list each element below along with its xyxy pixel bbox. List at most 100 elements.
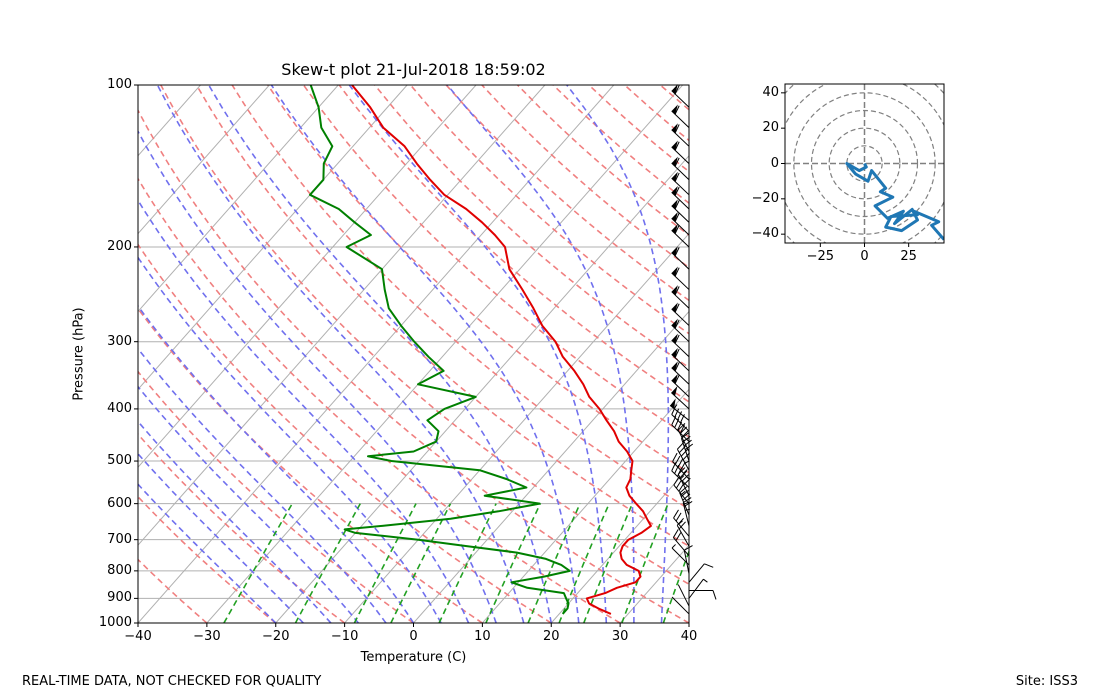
skewt-plot-area bbox=[138, 85, 689, 623]
temperature-profile bbox=[351, 85, 652, 615]
wind-barb bbox=[671, 185, 690, 210]
x-tick-label: −20 bbox=[262, 629, 290, 644]
wind-barb bbox=[673, 476, 690, 504]
dry-adiabat bbox=[231, 85, 689, 510]
chart-title: Skew-t plot 21-Jul-2018 18:59:02 bbox=[281, 60, 546, 79]
isotherm-line bbox=[138, 85, 408, 391]
wind-barb bbox=[671, 285, 690, 309]
wind-barb bbox=[671, 156, 690, 181]
moist-adiabat bbox=[270, 85, 580, 623]
moist-adiabat bbox=[138, 483, 277, 623]
x-tick-label: 30 bbox=[611, 629, 629, 644]
wind-barb bbox=[671, 140, 690, 164]
x-tick-label: −30 bbox=[193, 629, 221, 644]
hodograph-x-tick-label: 0 bbox=[860, 249, 869, 264]
wind-barb bbox=[677, 584, 690, 607]
x-tick-label: 20 bbox=[542, 629, 560, 644]
x-tick-label: 0 bbox=[409, 629, 418, 644]
wind-barb bbox=[688, 578, 708, 599]
x-tick-label: −40 bbox=[124, 629, 152, 644]
mixing-ratio-lines bbox=[223, 503, 689, 623]
wind-barb bbox=[689, 589, 717, 600]
mixing-ratio-line bbox=[485, 503, 541, 623]
isotherm-line bbox=[138, 85, 615, 623]
wind-barb bbox=[671, 171, 690, 196]
dry-adiabat bbox=[160, 85, 689, 586]
wind-barb bbox=[671, 123, 690, 147]
dry-adiabat bbox=[338, 85, 689, 403]
dewpoint-profile bbox=[309, 85, 571, 615]
y-tick-label: 500 bbox=[107, 453, 132, 469]
skewt-tick-marks bbox=[134, 84, 690, 627]
isotherm-line bbox=[138, 85, 270, 235]
dry-adiabat bbox=[409, 85, 689, 335]
isotherm-line bbox=[550, 466, 689, 623]
wind-barb bbox=[671, 361, 690, 385]
wind-barb bbox=[671, 211, 690, 236]
x-axis-label: Temperature (C) bbox=[360, 650, 467, 665]
hodograph-y-tick-label: −40 bbox=[751, 226, 779, 242]
isotherm-line bbox=[482, 388, 689, 623]
hodograph-ring bbox=[793, 92, 936, 235]
isotherm-line bbox=[344, 232, 689, 623]
dry-adiabats bbox=[138, 85, 689, 623]
x-tick-label: −10 bbox=[330, 629, 359, 644]
hodograph-y-tick-label: −20 bbox=[751, 190, 779, 206]
mixing-ratio-line bbox=[558, 503, 610, 623]
wind-barb bbox=[671, 596, 690, 615]
moist-adiabat bbox=[138, 129, 497, 623]
y-tick-label: 300 bbox=[107, 333, 132, 349]
hodograph-rings bbox=[785, 84, 944, 243]
wind-barb bbox=[671, 223, 690, 248]
dry-adiabat bbox=[302, 85, 689, 438]
moist-adiabat bbox=[138, 420, 332, 623]
wind-barb bbox=[671, 199, 690, 223]
isotherm-line bbox=[138, 85, 546, 546]
moist-adiabat bbox=[566, 85, 670, 623]
site-label: Site: ISS3 bbox=[1015, 674, 1078, 689]
hodograph-ring bbox=[810, 109, 919, 218]
hodograph-wind-trace bbox=[845, 162, 944, 241]
hodograph-x-tick-label: −25 bbox=[806, 249, 835, 264]
dry-adiabat bbox=[138, 177, 621, 623]
y-tick-label: 900 bbox=[107, 590, 132, 606]
moist-adiabat bbox=[138, 452, 304, 623]
mixing-ratio-line bbox=[527, 503, 581, 623]
wind-barb bbox=[669, 398, 690, 421]
y-tick-label: 800 bbox=[107, 562, 132, 578]
hodograph-y-tick-label: 20 bbox=[762, 120, 779, 136]
x-tick-label: 40 bbox=[680, 629, 698, 644]
moist-adiabat bbox=[138, 385, 360, 623]
mixing-ratio-line bbox=[662, 549, 689, 623]
wind-barb bbox=[671, 266, 690, 290]
mixing-ratio-line bbox=[438, 503, 497, 623]
hodograph-ring bbox=[828, 127, 901, 200]
moist-adiabat bbox=[156, 85, 525, 623]
y-tick-label: 600 bbox=[107, 495, 132, 511]
isotherm-line bbox=[0, 85, 63, 623]
wind-barb bbox=[671, 347, 690, 372]
wind-barb bbox=[671, 246, 690, 270]
hodograph bbox=[781, 83, 945, 247]
wind-barb bbox=[672, 452, 690, 480]
wind-barb bbox=[671, 373, 690, 398]
dry-adiabat bbox=[138, 370, 414, 623]
hodograph-ring bbox=[846, 145, 883, 182]
data-quality-notice: REAL-TIME DATA, NOT CHECKED FOR QUALITY bbox=[22, 674, 322, 689]
isotherm-line bbox=[206, 85, 684, 623]
moist-adiabat bbox=[348, 85, 608, 623]
hodograph-x-tick-label: 25 bbox=[900, 249, 917, 264]
dry-adiabat bbox=[445, 85, 689, 302]
wind-barbs bbox=[669, 84, 717, 615]
isotherm-line bbox=[138, 85, 477, 468]
dry-adiabat bbox=[374, 85, 689, 369]
wind-barb bbox=[671, 84, 690, 108]
moist-adiabats bbox=[138, 85, 670, 623]
y-tick-label: 1000 bbox=[98, 615, 132, 630]
y-axis-label: Pressure (hPa) bbox=[71, 307, 87, 401]
hodograph-y-tick-label: 0 bbox=[770, 155, 779, 171]
y-tick-label: 400 bbox=[107, 400, 132, 416]
hodograph-tick-marks bbox=[781, 92, 910, 247]
dry-adiabat bbox=[138, 307, 483, 623]
